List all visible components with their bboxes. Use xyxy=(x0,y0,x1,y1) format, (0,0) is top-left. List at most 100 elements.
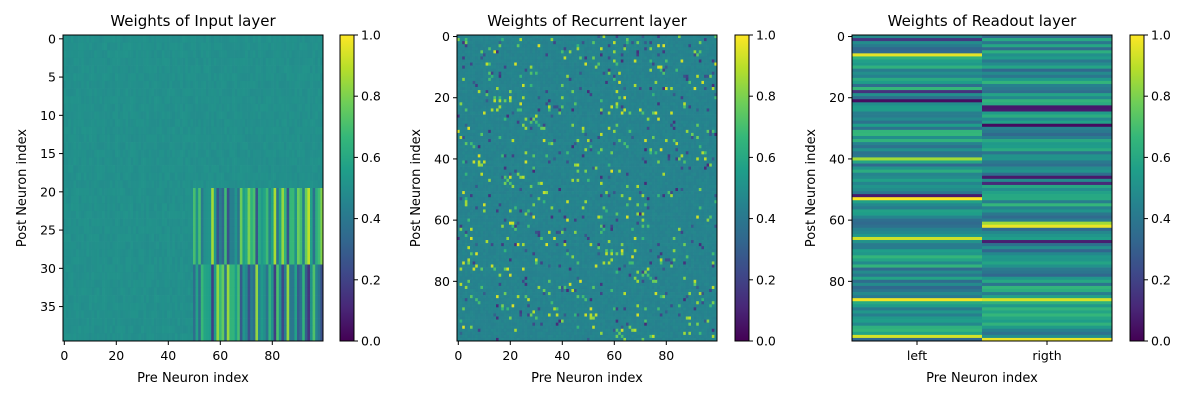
heatmap-cell xyxy=(506,41,510,45)
heatmap-cell xyxy=(143,149,147,158)
heatmap-cell xyxy=(229,42,233,51)
heatmap-cell xyxy=(187,188,191,196)
heatmap-cell xyxy=(299,157,303,166)
heatmap-cell xyxy=(709,53,713,57)
heatmap-cell xyxy=(167,88,170,97)
heatmap-cell xyxy=(268,96,272,105)
heatmap-cell xyxy=(229,172,233,181)
heatmap-cell xyxy=(260,333,264,342)
heatmap-cell xyxy=(540,62,544,66)
heatmap-cell xyxy=(532,50,536,54)
heatmap-cell xyxy=(649,50,653,54)
heatmap-cell xyxy=(245,295,248,304)
heatmap-cell xyxy=(68,226,72,235)
heatmap-cell xyxy=(187,103,191,112)
heatmap-cell xyxy=(527,41,531,45)
heatmap-cell xyxy=(211,302,215,311)
heatmap-cell xyxy=(263,302,267,311)
heatmap-cell xyxy=(130,126,134,135)
heatmap-cell xyxy=(99,42,103,51)
heatmap-cell xyxy=(297,188,300,196)
heatmap-cell xyxy=(174,287,178,296)
heatmap-cell xyxy=(260,180,264,189)
heatmap-cell xyxy=(639,35,642,39)
heatmap-cell xyxy=(646,53,650,57)
heatmap-cell xyxy=(691,38,694,42)
heatmap-cell xyxy=(208,333,212,342)
heatmap-cell xyxy=(278,233,282,242)
heatmap-cell xyxy=(109,88,113,97)
heatmap-cell xyxy=(535,59,538,63)
heatmap-cell xyxy=(302,333,306,342)
heatmap-cell xyxy=(99,149,103,158)
heatmap-cell xyxy=(320,65,324,74)
heatmap-cell xyxy=(545,38,549,42)
heatmap-cell xyxy=(255,165,259,174)
heatmap-cell xyxy=(182,195,186,204)
heatmap-cell xyxy=(195,35,199,43)
heatmap-cell xyxy=(161,165,165,174)
heatmap-cell xyxy=(89,279,92,288)
heatmap-cell xyxy=(174,241,178,250)
heatmap-cell xyxy=(688,50,692,54)
heatmap-cell xyxy=(607,35,611,39)
heatmap-cell xyxy=(294,210,298,219)
heatmap-cell xyxy=(86,287,90,296)
heatmap-cell xyxy=(297,50,300,59)
heatmap-cell xyxy=(696,53,700,57)
heatmap-cell xyxy=(73,73,77,82)
heatmap-cell xyxy=(154,42,157,51)
heatmap-cell xyxy=(652,59,655,63)
heatmap-cell xyxy=(206,96,209,105)
heatmap-cell xyxy=(271,126,274,135)
heatmap-cell xyxy=(685,41,689,45)
heatmap-cell xyxy=(237,50,241,59)
heatmap-cell xyxy=(180,210,183,219)
heatmap-cell xyxy=(73,165,77,174)
heatmap-cell xyxy=(102,218,105,227)
heatmap-cell xyxy=(143,325,147,334)
heatmap-cell xyxy=(130,256,134,265)
heatmap-cell xyxy=(154,172,157,181)
heatmap-cell xyxy=(284,111,287,120)
heatmap-cell xyxy=(216,302,220,311)
heatmap-cell xyxy=(654,59,658,63)
heatmap-cell xyxy=(193,80,196,89)
heatmap-cell xyxy=(242,264,246,273)
heatmap-cell xyxy=(174,149,178,158)
heatmap-cell xyxy=(138,325,142,334)
heatmap-cell xyxy=(141,50,144,59)
heatmap-cell xyxy=(211,218,215,227)
heatmap-cell xyxy=(73,42,77,51)
heatmap-cell xyxy=(130,88,134,97)
heatmap-cell xyxy=(213,96,217,105)
heatmap-cell xyxy=(135,264,139,273)
heatmap-cell xyxy=(252,119,256,128)
heatmap-cell xyxy=(297,233,300,242)
heatmap-cell xyxy=(258,264,261,273)
heatmap-cell xyxy=(234,126,238,135)
heatmap-cell xyxy=(167,210,170,219)
heatmap-cell xyxy=(265,134,269,143)
heatmap-cell xyxy=(102,264,105,273)
heatmap-cell xyxy=(470,38,473,42)
heatmap-cell xyxy=(276,287,280,296)
heatmap-cell xyxy=(273,195,277,204)
heatmap-cell xyxy=(167,42,170,51)
heatmap-cell xyxy=(182,210,186,219)
heatmap-cell xyxy=(213,210,217,219)
heatmap-cell xyxy=(89,149,92,158)
heatmap-cell xyxy=(91,264,95,273)
heatmap-cell xyxy=(247,142,251,151)
heatmap-cell xyxy=(291,134,295,143)
heatmap-cell xyxy=(94,103,98,112)
heatmap-cell xyxy=(65,195,69,204)
heatmap-cell xyxy=(276,279,280,288)
heatmap-cell xyxy=(268,325,272,334)
heatmap-cell xyxy=(195,325,199,334)
heatmap-cell xyxy=(496,38,499,42)
heatmap-cell xyxy=(670,41,674,45)
heatmap-cell xyxy=(219,111,222,120)
heatmap-cell xyxy=(291,172,295,181)
heatmap-cell xyxy=(522,62,525,66)
